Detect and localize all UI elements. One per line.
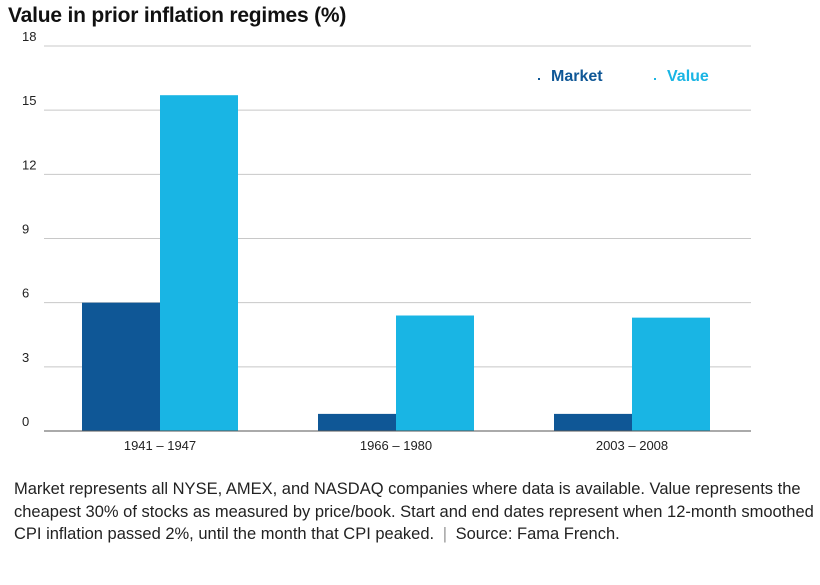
y-tick-label: 18 — [22, 29, 36, 44]
bar-market — [554, 413, 632, 431]
x-tick-label: 1966 – 1980 — [360, 438, 432, 453]
y-tick-label: 12 — [22, 157, 36, 172]
y-tick-label: 15 — [22, 93, 36, 108]
bar-market — [82, 302, 160, 431]
bar-chart: 0 3 6 9 12 15 18 1941 – 1947 1966 – 1980 2003 – 2… — [22, 29, 751, 453]
footnote-separator: | — [442, 525, 447, 543]
bar-value — [160, 95, 238, 431]
footnote: Market represents all NYSE, AMEX, and NA… — [14, 478, 814, 546]
y-tick-label: 6 — [22, 286, 29, 301]
legend-marker — [654, 78, 656, 80]
y-tick-label: 0 — [22, 414, 29, 429]
bar-value — [632, 317, 710, 431]
y-tick-label: 3 — [22, 350, 29, 365]
footnote-source: Source: Fama French. — [455, 525, 620, 543]
legend-label-market: Market — [551, 68, 603, 85]
x-tick-label: 2003 – 2008 — [596, 438, 668, 453]
y-tick-label: 9 — [22, 222, 29, 237]
chart-title: Value in prior inflation regimes (%) — [8, 4, 347, 27]
legend-marker — [538, 78, 540, 80]
bar-value — [396, 315, 474, 431]
bar-market — [318, 413, 396, 431]
legend-label-value: Value — [667, 68, 709, 85]
footnote-text: Market represents all NYSE, AMEX, and NA… — [14, 480, 814, 543]
x-tick-label: 1941 – 1947 — [124, 438, 196, 453]
